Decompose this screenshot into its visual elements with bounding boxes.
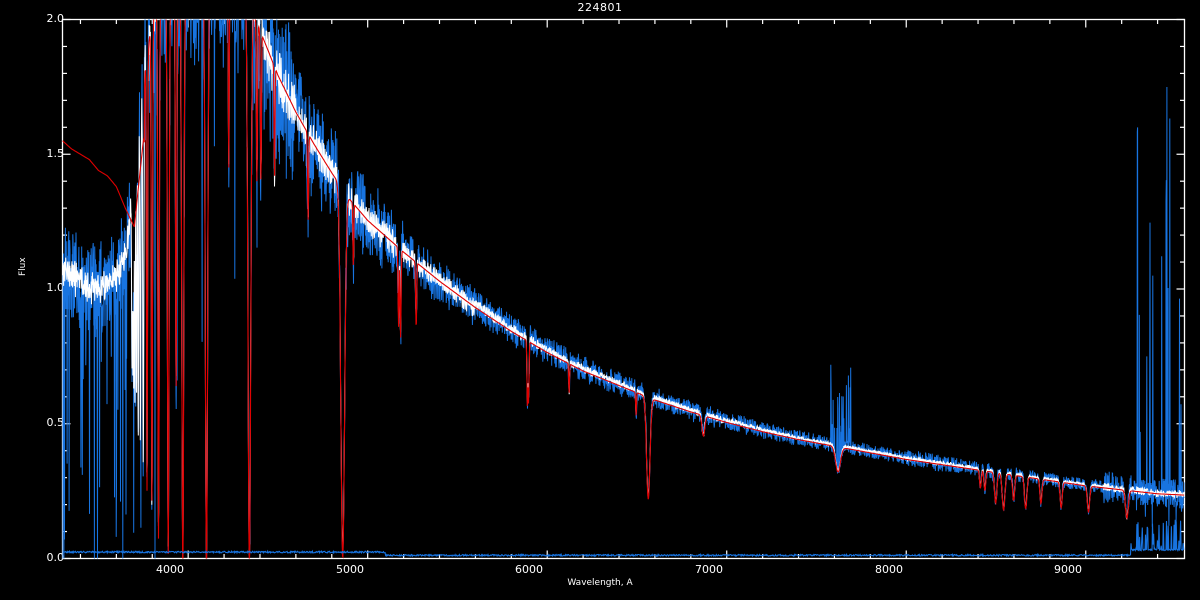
x-tick-label: 4000 bbox=[156, 563, 184, 576]
x-tick-label: 8000 bbox=[875, 563, 903, 576]
y-tick-label: 1.0 bbox=[46, 281, 65, 294]
x-tick-label: 6000 bbox=[515, 563, 543, 576]
x-axis-label: Wavelength, A bbox=[567, 578, 633, 588]
x-tick-label: 9000 bbox=[1054, 563, 1082, 576]
y-tick-label: 2.0 bbox=[46, 12, 65, 25]
spectrum-traces bbox=[62, 19, 1185, 559]
x-tick-label: 7000 bbox=[695, 563, 723, 576]
y-tick-label: 0.5 bbox=[46, 416, 65, 429]
page-title: 224801 bbox=[577, 1, 623, 14]
x-tick-label: 5000 bbox=[336, 563, 364, 576]
model-fit-trace bbox=[62, 19, 1185, 559]
y-tick-label: 1.5 bbox=[46, 147, 65, 160]
y-tick-label: 0.0 bbox=[46, 551, 65, 564]
residual-trace bbox=[62, 519, 1185, 558]
